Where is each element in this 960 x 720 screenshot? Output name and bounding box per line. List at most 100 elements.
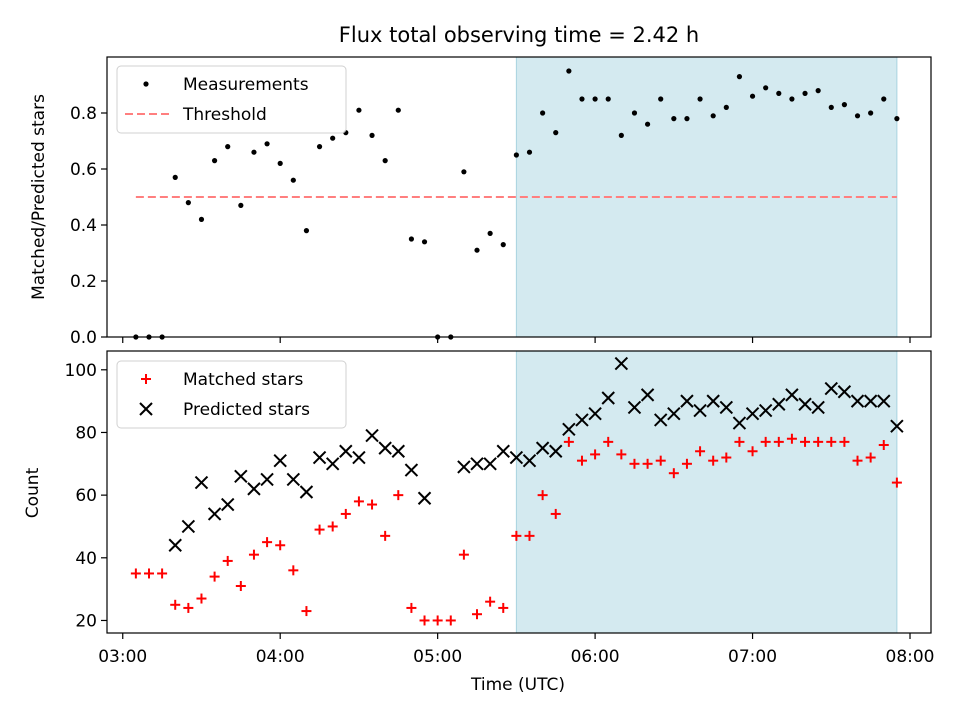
matched-stars-point xyxy=(852,455,863,466)
matched-stars-point xyxy=(681,458,692,469)
measurement-point xyxy=(566,68,572,74)
predicted-stars-point xyxy=(509,450,524,465)
matched-stars-point xyxy=(235,581,246,591)
matched-stars-point xyxy=(668,468,679,479)
matched-stars-point xyxy=(603,436,614,447)
predicted-stars-point xyxy=(483,457,497,471)
matched-stars-point xyxy=(445,615,456,626)
measurement-point xyxy=(815,88,821,94)
predicted-stars-point xyxy=(457,460,471,474)
matched-stars-point xyxy=(367,499,378,510)
predicted-legend-marker xyxy=(139,402,153,416)
measurement-point xyxy=(710,113,716,119)
matched-stars-point xyxy=(393,490,404,501)
ratio-y-tick-label: 0.6 xyxy=(70,160,97,180)
predicted-stars-point xyxy=(194,475,209,490)
measurement-point xyxy=(894,116,900,122)
matched-stars-point xyxy=(157,568,168,579)
ratio-y-tick-label: 0.8 xyxy=(70,104,97,124)
ratio-legend-box xyxy=(116,65,347,134)
matched-stars-point xyxy=(511,530,522,541)
matched-stars-point xyxy=(590,449,601,460)
predicted-stars-point xyxy=(181,519,196,534)
count-shaded-span xyxy=(515,350,898,634)
measurement-point xyxy=(225,144,231,150)
measurements-legend-marker xyxy=(143,81,149,87)
predicted-stars-point xyxy=(719,400,734,415)
ratio-y-axis-label: Matched/Predicted stars xyxy=(29,94,49,300)
predicted-stars-point xyxy=(890,419,904,433)
predicted-stars-point xyxy=(470,457,484,471)
matched-stars-point xyxy=(878,440,889,450)
predicted-stars-point xyxy=(575,413,589,427)
measurement-point xyxy=(776,90,782,96)
measurement-point xyxy=(881,96,887,102)
count-panel: 20 40 60 80 100 03:00 04:00 05:00 06:00 07:00 08:… xyxy=(23,350,935,695)
matched-stars-point xyxy=(826,436,837,447)
matched-stars-point xyxy=(458,549,469,560)
matched-stars-point xyxy=(721,452,732,463)
predicted-stars-point xyxy=(562,422,576,437)
measurement-point xyxy=(579,96,585,102)
matched-stars-point xyxy=(196,593,207,604)
matched-stars-point xyxy=(734,436,745,447)
measurement-point xyxy=(540,110,546,116)
predicted-stars-point xyxy=(811,400,825,415)
predicted-stars-point xyxy=(352,450,366,465)
matched-stars-point xyxy=(485,596,496,607)
count-x-tick-label: 04:00 xyxy=(256,647,305,667)
predicted-stars-point xyxy=(234,469,248,484)
predicted-stars-point xyxy=(378,441,392,455)
matched-stars-point xyxy=(130,568,141,579)
predicted-stars-point xyxy=(863,394,878,408)
matched-stars-point xyxy=(419,615,430,626)
matched-stars-point xyxy=(288,565,299,576)
measurement-point xyxy=(828,104,834,110)
matched-stars-point xyxy=(786,433,797,444)
matched-stars-point xyxy=(498,602,509,613)
measurement-point xyxy=(671,116,677,122)
predicted-stars-point xyxy=(365,428,379,443)
measurement-point xyxy=(513,152,519,158)
measurement-point xyxy=(330,135,336,141)
predicted-stars-point xyxy=(667,406,681,421)
matched-stars-point xyxy=(616,449,627,460)
matched-stars-point xyxy=(642,458,653,469)
predicted-stars-point xyxy=(417,491,432,505)
matched-stars-point xyxy=(891,477,902,488)
measurement-point xyxy=(382,158,388,164)
ratio-y-tick-label: 0.2 xyxy=(70,272,97,292)
count-y-tick-label: 20 xyxy=(75,611,97,631)
ratio-legend: Measurements Threshold xyxy=(116,65,347,134)
measurement-point xyxy=(749,93,756,99)
matched-legend-label: Matched stars xyxy=(183,370,303,390)
predicted-stars-point xyxy=(732,416,747,430)
measurement-point xyxy=(500,242,506,248)
count-y-tick-label: 60 xyxy=(75,486,97,506)
matched-stars-point xyxy=(708,455,719,466)
predicted-stars-point xyxy=(745,406,760,421)
measurement-point xyxy=(684,116,690,122)
measurements-legend-label: Measurements xyxy=(183,75,309,95)
matched-stars-point xyxy=(183,602,194,613)
measurement-point xyxy=(854,113,861,119)
predicted-stars-point xyxy=(325,457,340,471)
matched-stars-point xyxy=(209,571,220,582)
count-y-tick-label: 100 xyxy=(65,361,97,381)
measurement-point xyxy=(868,110,874,116)
measurement-point xyxy=(487,230,493,236)
measurement-point xyxy=(238,202,244,208)
matched-stars-point xyxy=(537,490,548,501)
matched-stars-point xyxy=(327,521,338,532)
predicted-stars-point xyxy=(837,385,852,399)
measurement-point xyxy=(631,110,638,116)
measurement-point xyxy=(290,177,296,183)
predicted-stars-point xyxy=(299,485,314,499)
ratio-y-tick-label: 0.4 xyxy=(70,216,97,236)
matched-stars-point xyxy=(839,436,850,447)
measurement-point xyxy=(802,90,808,96)
matched-stars-point xyxy=(655,455,666,466)
figure-title: Flux total observing time = 2.42 h xyxy=(339,23,699,47)
matched-stars-point xyxy=(314,524,325,535)
count-x-tick-label: 06:00 xyxy=(571,647,620,667)
